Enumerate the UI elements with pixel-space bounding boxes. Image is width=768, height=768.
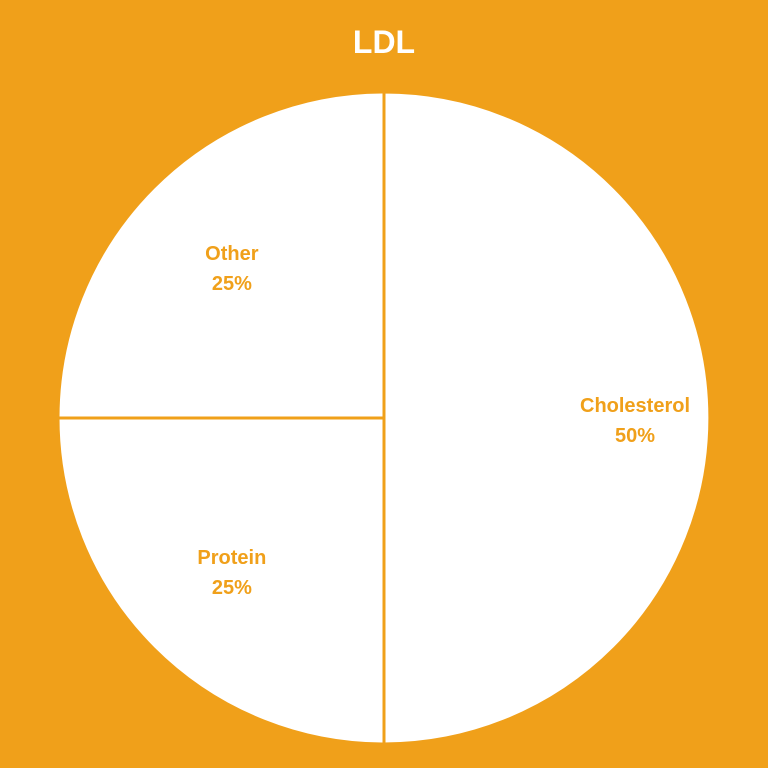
- slice-label-cholesterol: Cholesterol: [580, 395, 690, 417]
- pie-slice-cholesterol: [382, 90, 712, 746]
- pie-slice-other: [56, 90, 386, 420]
- slice-label-other: Other: [205, 243, 259, 265]
- slice-value-other: 25%: [212, 273, 252, 295]
- chart-title: LDL: [352, 24, 416, 60]
- slice-label-protein: Protein: [197, 547, 266, 569]
- slice-value-protein: 25%: [212, 577, 252, 599]
- slice-value-cholesterol: 50%: [615, 425, 655, 447]
- pie-slice-protein: [56, 416, 386, 746]
